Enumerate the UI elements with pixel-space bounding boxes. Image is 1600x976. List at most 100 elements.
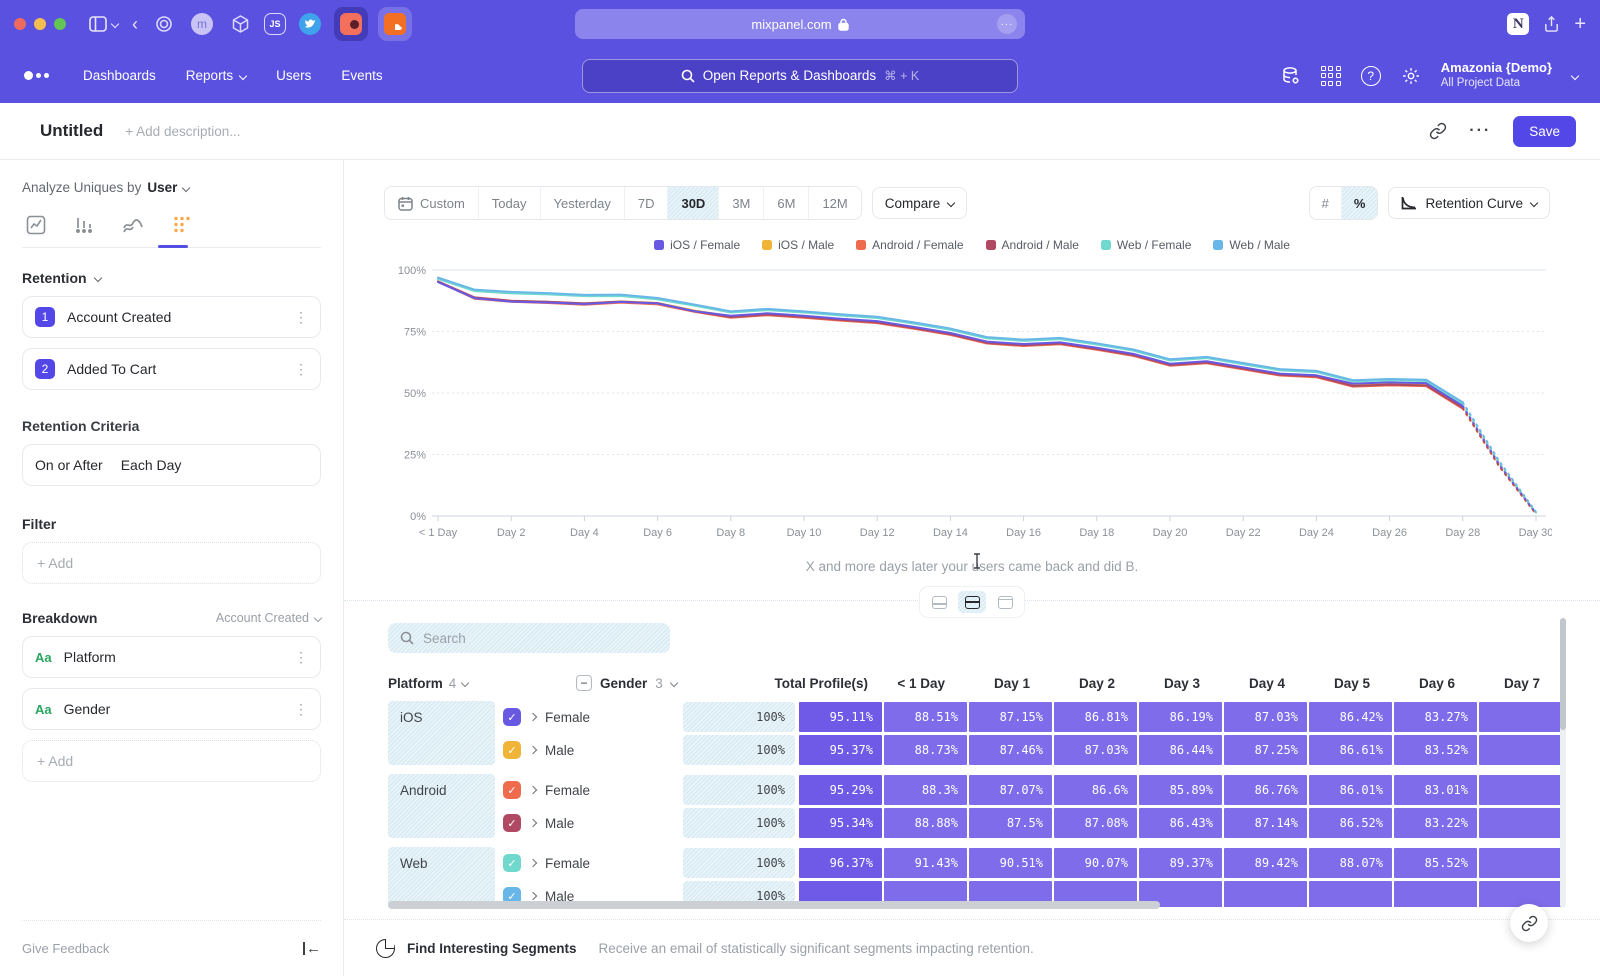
add-breakdown-button[interactable]: + Add (22, 740, 321, 782)
retention-value-cell[interactable]: 86.42% (1309, 702, 1392, 732)
compare-button[interactable]: Compare (871, 187, 968, 219)
more-options-icon[interactable]: ··· (1469, 122, 1492, 139)
step-options-icon[interactable]: ⋮ (294, 360, 308, 377)
minimize-window-button[interactable] (34, 18, 46, 30)
expand-chevron-icon[interactable] (528, 712, 538, 722)
nav-item-dashboards[interactable]: Dashboards (83, 68, 156, 83)
tab-icon-blue-bird[interactable] (299, 13, 321, 35)
add-filter-button[interactable]: + Add (22, 542, 321, 584)
range-button-today[interactable]: Today (478, 187, 541, 219)
floating-share-link-button[interactable] (1510, 904, 1548, 942)
chart-type-selector[interactable]: Retention Curve (1388, 187, 1550, 219)
retention-value-cell[interactable]: 87.15% (969, 702, 1052, 732)
retention-value-cell[interactable]: 83.52% (1394, 735, 1477, 765)
series-checkbox[interactable]: ✓ (503, 781, 521, 799)
retention-value-cell[interactable]: 87.08% (1054, 808, 1137, 838)
series-checkbox[interactable]: ✓ (503, 708, 521, 726)
gender-cell[interactable]: ✓ Female (503, 781, 683, 799)
legend-item[interactable]: Web / Female (1100, 238, 1191, 252)
notion-extension-icon[interactable]: N (1507, 13, 1530, 35)
retention-value-cell[interactable]: 86.01% (1309, 775, 1392, 805)
nav-item-users[interactable]: Users (276, 68, 312, 83)
retention-value-cell[interactable]: 85.52% (1394, 848, 1477, 878)
retention-value-cell[interactable]: 95.34% (799, 808, 882, 838)
gender-cell[interactable]: ✓ Male (503, 887, 683, 905)
expand-chevron-icon[interactable] (528, 858, 538, 868)
sidebar-toggle-icon[interactable] (89, 16, 107, 32)
tab-flows[interactable] (122, 215, 144, 235)
give-feedback-link[interactable]: Give Feedback (22, 941, 110, 956)
legend-item[interactable]: iOS / Female (654, 238, 740, 252)
criteria-card[interactable]: On or After Each Day (22, 444, 321, 486)
tab-icon-cube[interactable] (226, 10, 254, 38)
retention-value-cell[interactable]: 88.51% (884, 702, 967, 732)
retention-value-cell[interactable]: 87.03% (1054, 735, 1137, 765)
window-controls[interactable] (14, 18, 66, 30)
retention-value-cell[interactable]: 86.44% (1139, 735, 1222, 765)
day-column-header[interactable]: Day 7 (1503, 675, 1540, 691)
day-column-header[interactable]: Day 3 (1163, 675, 1200, 691)
range-button-12m[interactable]: 12M (809, 187, 861, 219)
retention-value-cell[interactable]: 89.37% (1139, 848, 1222, 878)
retention-value-cell[interactable]: 87.03% (1224, 702, 1307, 732)
retention-value-cell[interactable] (1394, 881, 1477, 907)
legend-item[interactable]: Android / Female (856, 238, 964, 252)
select-all-checkbox[interactable]: − (576, 675, 592, 691)
series-checkbox[interactable]: ✓ (503, 854, 521, 872)
settings-gear-icon[interactable] (1401, 66, 1421, 86)
series-checkbox[interactable]: ✓ (503, 887, 521, 905)
breakdown-scope-select[interactable]: Account Created (216, 611, 323, 625)
gender-column-header[interactable]: − Gender 3 (576, 675, 756, 691)
retention-value-cell[interactable]: 88.73% (884, 735, 967, 765)
retention-value-cell[interactable]: 87.25% (1224, 735, 1307, 765)
range-button-6m[interactable]: 6M (764, 187, 810, 219)
platform-cell[interactable]: iOS (388, 701, 495, 765)
tab-icon-avatar-m[interactable]: m (191, 13, 213, 35)
find-segments-button[interactable]: Find Interesting Segments (407, 940, 577, 956)
table-search-input[interactable]: Search (388, 623, 670, 653)
range-button-3m[interactable]: 3M (719, 187, 765, 219)
save-button[interactable]: Save (1513, 115, 1576, 147)
retention-value-cell[interactable]: 86.6% (1054, 775, 1137, 805)
retention-chart[interactable]: 0% 25% 50% 75% 100% < 1 Day Day 2 Day 4 Day 6 Day… (392, 258, 1600, 551)
gender-cell[interactable]: ✓ Female (503, 854, 683, 872)
day-column-header[interactable]: Day 1 (993, 675, 1030, 691)
retention-step-card[interactable]: 2 Added To Cart ⋮ (22, 348, 321, 390)
breakdown-card[interactable]: Aa Gender ⋮ (22, 688, 321, 730)
retention-value-cell[interactable]: 86.81% (1054, 702, 1137, 732)
retention-value-cell[interactable]: 90.51% (969, 848, 1052, 878)
day-column-header[interactable]: Day 5 (1333, 675, 1370, 691)
day-column-header[interactable]: Day 2 (1078, 675, 1115, 691)
nav-item-events[interactable]: Events (341, 68, 383, 83)
breakdown-card[interactable]: Aa Platform ⋮ (22, 636, 321, 678)
breakdown-options-icon[interactable]: ⋮ (294, 700, 308, 717)
apps-grid-icon[interactable] (1320, 65, 1341, 86)
extensions-button[interactable]: ··· (997, 14, 1017, 34)
breakdown-options-icon[interactable]: ⋮ (294, 648, 308, 665)
data-management-icon[interactable] (1281, 66, 1301, 86)
collapse-sidebar-icon[interactable]: ← (303, 940, 321, 957)
expand-chevron-icon[interactable] (528, 745, 538, 755)
retention-value-cell[interactable]: 88.88% (884, 808, 967, 838)
retention-value-cell[interactable]: 95.29% (799, 775, 882, 805)
series-checkbox[interactable]: ✓ (503, 741, 521, 759)
gender-cell[interactable]: ✓ Male (503, 741, 683, 759)
tab-retention[interactable] (172, 215, 192, 235)
gender-cell[interactable]: ✓ Female (503, 708, 683, 726)
day-column-header[interactable]: Day 4 (1248, 675, 1285, 691)
gender-cell[interactable]: ✓ Male (503, 814, 683, 832)
platform-cell[interactable]: Android (388, 774, 495, 838)
percentage-button[interactable]: % (1341, 187, 1378, 219)
expand-chevron-icon[interactable] (528, 785, 538, 795)
analyze-entity-select[interactable]: User (147, 180, 178, 195)
tab-icon-active-logo[interactable] (334, 7, 368, 41)
nav-item-reports[interactable]: Reports (186, 68, 248, 83)
day-column-header[interactable]: Day 6 (1418, 675, 1455, 691)
retention-value-cell[interactable]: 88.3% (884, 775, 967, 805)
chevron-down-icon[interactable] (110, 19, 120, 29)
expand-chevron-icon[interactable] (528, 818, 538, 828)
range-button-custom[interactable]: Custom (385, 187, 479, 219)
address-bar[interactable]: mixpanel.com ··· (575, 9, 1025, 39)
retention-value-cell[interactable]: 86.19% (1139, 702, 1222, 732)
tab-icon-js[interactable]: JS (264, 13, 286, 35)
